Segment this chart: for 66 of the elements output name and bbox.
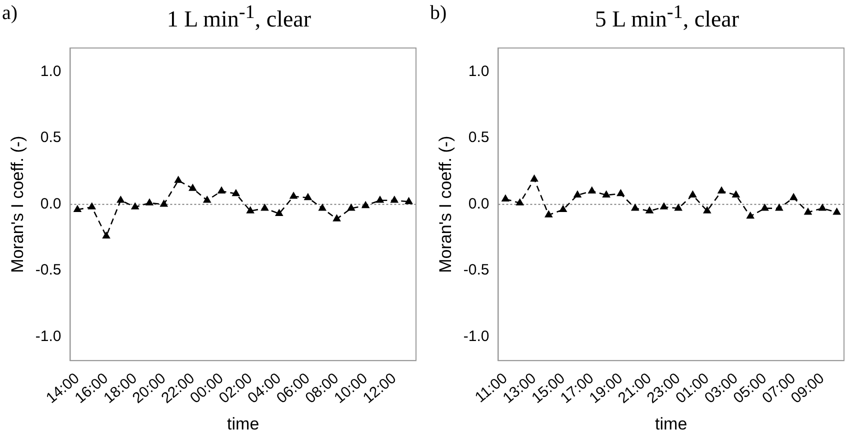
point (530, 175, 538, 182)
x-axis-title: time (227, 414, 260, 434)
point (732, 190, 740, 198)
point (631, 204, 639, 211)
point (775, 204, 783, 211)
y-tick-label: 1.0 (40, 62, 62, 80)
point (674, 204, 682, 211)
point (203, 196, 211, 203)
point (88, 202, 96, 210)
point (333, 214, 340, 222)
point (502, 194, 510, 202)
point (660, 202, 668, 210)
point (160, 200, 168, 207)
point (703, 206, 711, 214)
point (318, 204, 326, 211)
point (304, 194, 312, 200)
chart-title: 1 L min$^{-1}$, clear (166, 2, 312, 33)
text: b) (430, 2, 447, 25)
point (347, 204, 355, 211)
point (746, 212, 754, 219)
point (718, 186, 726, 194)
point (833, 208, 840, 215)
point (261, 204, 268, 211)
x-axis-title: time (655, 414, 688, 434)
point (74, 205, 82, 212)
point (544, 210, 552, 218)
y-tick-label: -0.5 (463, 262, 490, 279)
point (102, 232, 110, 239)
point (790, 194, 798, 200)
point (588, 186, 596, 194)
point (275, 209, 283, 216)
point (761, 204, 768, 211)
point (362, 202, 370, 208)
point (116, 196, 124, 203)
point (818, 204, 826, 211)
point (376, 196, 384, 203)
point (246, 206, 254, 214)
chart-title: 5 L min$^{-1}$, clear (594, 2, 740, 33)
point (218, 186, 226, 194)
point (290, 192, 298, 199)
point (131, 202, 139, 210)
point (602, 190, 610, 198)
text: a) (2, 2, 18, 25)
y-tick-label: -1.0 (463, 328, 490, 345)
point (189, 184, 196, 191)
y-tick-label: -0.5 (35, 262, 62, 279)
point (559, 205, 567, 212)
y-tick-label: 1.0 (468, 62, 490, 80)
point (574, 190, 582, 198)
point (617, 190, 624, 196)
y-tick-label: 0.5 (468, 129, 490, 146)
point (804, 208, 812, 215)
y-tick-label: 0.5 (40, 129, 62, 146)
point (646, 206, 654, 214)
point (516, 198, 524, 206)
y-axis-title: Moran's I coeff. (-) (8, 136, 27, 273)
point (174, 176, 182, 183)
point (146, 198, 154, 206)
y-tick-label: 0.0 (468, 195, 490, 212)
point (689, 190, 696, 198)
y-axis-title: Moran's I coeff. (-) (436, 136, 455, 273)
point (232, 190, 240, 196)
point (405, 198, 412, 204)
y-tick-label: -1.0 (35, 328, 62, 345)
point (390, 196, 398, 203)
y-tick-label: 0.0 (40, 195, 62, 212)
